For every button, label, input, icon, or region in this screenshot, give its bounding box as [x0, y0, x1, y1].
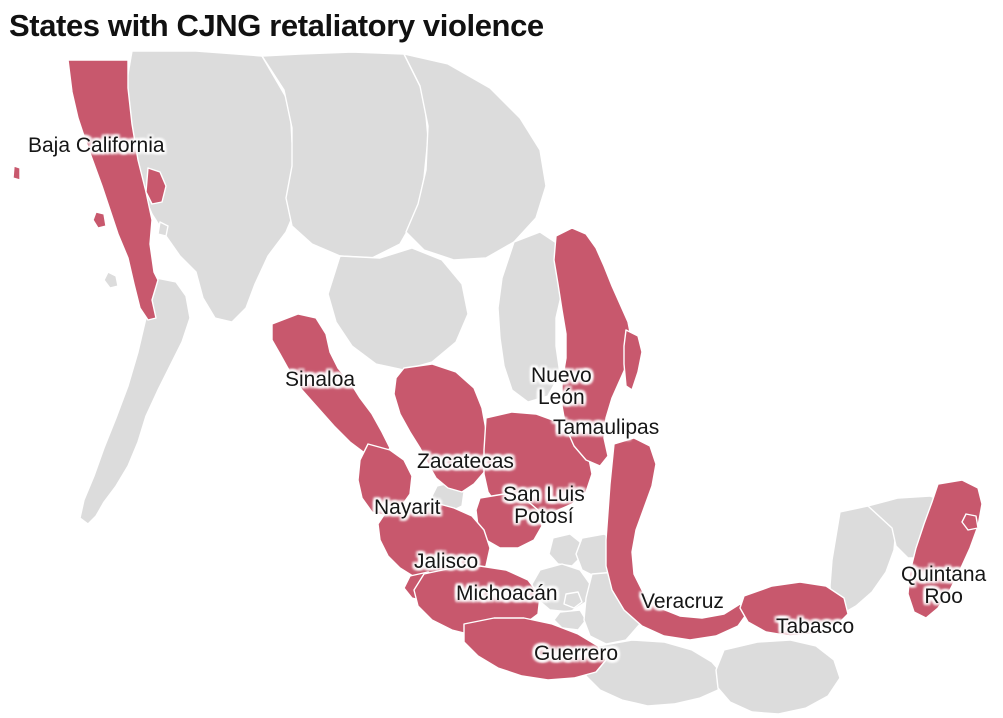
state-bc-island-east: [145, 167, 167, 205]
map-svg: [12, 50, 983, 715]
mexico-choropleth-map: Baja California Sinaloa Nuevo León Tamau…: [0, 46, 1003, 718]
state-san-luis-potosi[interactable]: [483, 411, 593, 517]
inactive-states-layer: [79, 50, 951, 715]
state-tamaulipas[interactable]: [553, 227, 633, 467]
state-queretaro[interactable]: [548, 533, 583, 567]
state-island-bcs-1: [103, 271, 119, 289]
state-chiapas[interactable]: [715, 639, 841, 715]
state-tamaulipas-coast: [623, 329, 643, 391]
state-ciudad-de-mexico[interactable]: [563, 591, 583, 609]
state-quintana-roo[interactable]: [907, 479, 983, 619]
page-title: States with CJNG retaliatory violence: [9, 8, 544, 43]
highlighted-states-layer: [12, 59, 983, 681]
state-baja-california-sur[interactable]: [79, 277, 191, 525]
state-mexico[interactable]: [531, 563, 591, 613]
state-oaxaca[interactable]: [583, 639, 725, 707]
state-bc-island-tip: [12, 165, 21, 181]
state-durango[interactable]: [327, 247, 469, 371]
state-sinaloa[interactable]: [271, 313, 391, 459]
state-baja-california[interactable]: [67, 59, 159, 321]
state-bc-island-south: [92, 211, 107, 229]
state-morelos[interactable]: [553, 609, 587, 631]
state-tabasco[interactable]: [739, 581, 849, 637]
state-chihuahua[interactable]: [261, 51, 429, 259]
state-veracruz[interactable]: [605, 437, 749, 641]
state-coahuila[interactable]: [403, 53, 547, 261]
state-zacatecas[interactable]: [393, 363, 491, 493]
state-island-bcs-3: [157, 221, 169, 237]
state-quintana-roo-island: [961, 513, 979, 531]
state-guerrero[interactable]: [463, 617, 607, 681]
